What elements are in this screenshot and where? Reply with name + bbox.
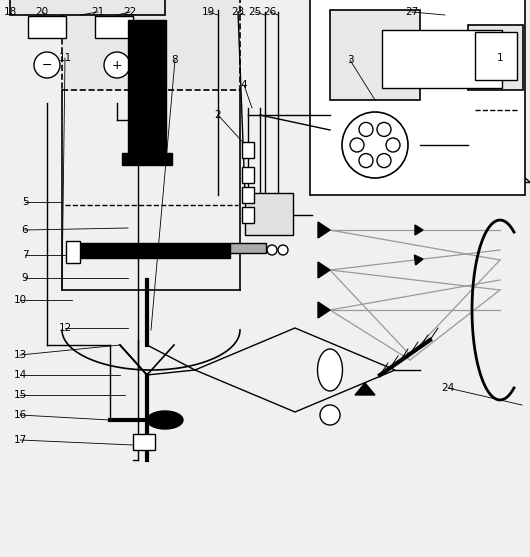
- Bar: [72, 243, 230, 258]
- Text: 22: 22: [123, 7, 137, 17]
- Bar: [95, 16, 133, 38]
- Circle shape: [377, 154, 391, 168]
- Text: 12: 12: [58, 323, 72, 333]
- Text: 26: 26: [263, 7, 277, 17]
- Text: −: −: [42, 58, 52, 71]
- Bar: [475, 32, 517, 80]
- Text: 2: 2: [215, 110, 222, 120]
- Ellipse shape: [317, 349, 342, 391]
- Text: 14: 14: [13, 370, 26, 380]
- Text: 15: 15: [13, 390, 26, 400]
- Circle shape: [359, 123, 373, 136]
- Bar: [128, 20, 166, 155]
- Bar: [468, 25, 523, 90]
- Bar: [242, 142, 254, 158]
- Bar: [230, 243, 266, 253]
- Polygon shape: [415, 225, 423, 235]
- Polygon shape: [318, 302, 330, 318]
- Bar: [382, 30, 502, 88]
- Bar: [28, 16, 66, 38]
- Bar: [245, 193, 293, 235]
- Circle shape: [377, 123, 391, 136]
- Bar: [242, 187, 254, 203]
- Text: 8: 8: [172, 55, 178, 65]
- Bar: [370, 20, 515, 95]
- Text: 18: 18: [3, 7, 16, 17]
- Bar: [310, 0, 525, 195]
- Text: 7: 7: [22, 250, 28, 260]
- Text: 16: 16: [13, 410, 26, 420]
- Circle shape: [34, 52, 60, 78]
- Circle shape: [104, 52, 130, 78]
- Text: 3: 3: [347, 55, 354, 65]
- Text: 10: 10: [13, 295, 26, 305]
- Bar: [62, 0, 240, 90]
- Bar: [10, 0, 165, 15]
- Bar: [66, 241, 80, 263]
- Circle shape: [386, 138, 400, 152]
- Bar: [122, 153, 172, 165]
- Text: 4: 4: [241, 80, 248, 90]
- Polygon shape: [318, 262, 330, 278]
- Polygon shape: [355, 383, 375, 395]
- Text: 5: 5: [22, 197, 28, 207]
- Text: +: +: [112, 58, 122, 71]
- Circle shape: [359, 154, 373, 168]
- Bar: [133, 434, 155, 450]
- Text: 24: 24: [441, 383, 455, 393]
- Text: 21: 21: [91, 7, 104, 17]
- Polygon shape: [414, 255, 423, 265]
- Bar: [242, 207, 254, 223]
- Circle shape: [267, 245, 277, 255]
- Circle shape: [320, 405, 340, 425]
- Text: 23: 23: [232, 7, 245, 17]
- Circle shape: [278, 245, 288, 255]
- Text: 17: 17: [13, 435, 26, 445]
- Bar: [330, 10, 420, 100]
- Text: 1: 1: [497, 53, 503, 63]
- Bar: [242, 167, 254, 183]
- Text: 13: 13: [13, 350, 26, 360]
- Text: 11: 11: [58, 53, 72, 63]
- Polygon shape: [318, 222, 330, 238]
- Text: 9: 9: [22, 273, 28, 283]
- Text: 20: 20: [36, 7, 49, 17]
- Circle shape: [342, 112, 408, 178]
- Ellipse shape: [147, 411, 183, 429]
- Circle shape: [350, 138, 364, 152]
- Text: 25: 25: [249, 7, 262, 17]
- Text: 27: 27: [405, 7, 419, 17]
- Text: 19: 19: [201, 7, 215, 17]
- Text: 6: 6: [22, 225, 28, 235]
